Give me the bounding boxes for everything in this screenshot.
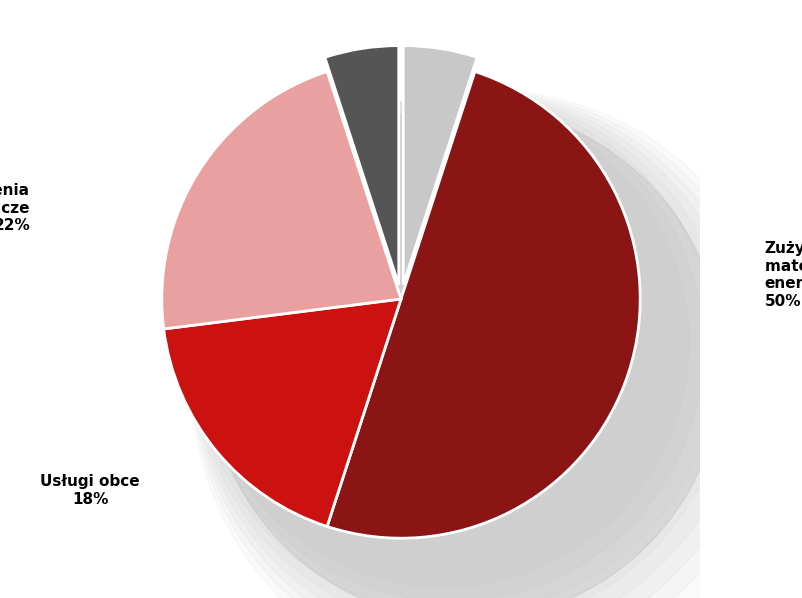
Ellipse shape xyxy=(209,106,723,598)
Wedge shape xyxy=(327,72,640,538)
Ellipse shape xyxy=(193,91,772,598)
Ellipse shape xyxy=(192,90,786,598)
Ellipse shape xyxy=(196,94,731,598)
Wedge shape xyxy=(164,299,401,526)
Text: Świadczenia
pracownicze
22%: Świadczenia pracownicze 22% xyxy=(0,183,30,233)
Text: Usługi obce
18%: Usługi obce 18% xyxy=(40,474,140,507)
Wedge shape xyxy=(162,72,401,329)
Wedge shape xyxy=(403,45,477,285)
Ellipse shape xyxy=(197,95,717,598)
Ellipse shape xyxy=(199,97,689,587)
Ellipse shape xyxy=(198,96,703,598)
Text: Zużycie
materiałów i
energia
50%: Zużycie materiałów i energia 50% xyxy=(764,242,802,309)
Wedge shape xyxy=(325,45,399,285)
Ellipse shape xyxy=(194,93,759,598)
Ellipse shape xyxy=(196,93,744,598)
